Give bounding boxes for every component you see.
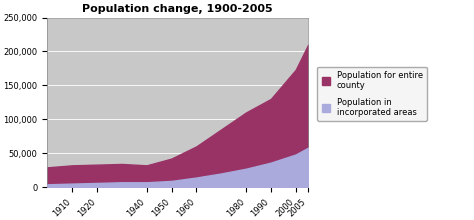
Title: Population change, 1900-2005: Population change, 1900-2005 <box>82 4 273 14</box>
Legend: Population for entire
county, Population in
incorporated areas: Population for entire county, Population… <box>318 66 427 121</box>
